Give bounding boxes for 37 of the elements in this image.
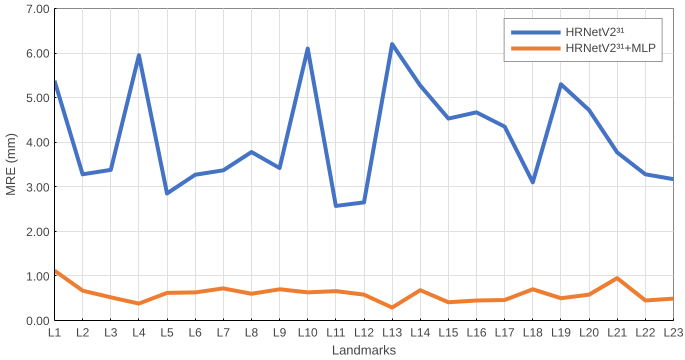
y-tick-label: 1.00 (26, 269, 50, 284)
x-tick-label: L9 (272, 326, 287, 340)
x-tick-label: L4 (132, 326, 146, 340)
x-tick-label: L3 (104, 326, 118, 340)
x-tick-label: L19 (550, 326, 572, 340)
x-tick-label: L2 (76, 326, 90, 340)
y-tick-label: 2.00 (26, 224, 50, 239)
x-tick-label: L16 (466, 326, 487, 340)
x-tick-label: L14 (410, 326, 431, 340)
y-tick-label: 5.00 (26, 91, 50, 106)
line-series (54, 42, 674, 208)
y-tick-label: 6.00 (26, 46, 50, 61)
x-tick-label: L6 (188, 326, 202, 340)
x-tick-label: L1 (48, 326, 62, 340)
legend-label: HRNetV2³¹ (566, 25, 624, 39)
y-axis-title: MRE (mm) (3, 133, 18, 196)
y-tick-label: 4.00 (26, 136, 50, 150)
x-tick-label: L21 (607, 326, 628, 340)
x-tick-label: L10 (298, 326, 318, 340)
x-tick-label: L15 (438, 326, 459, 340)
x-tick-label: L20 (579, 326, 600, 340)
x-tick-label: L18 (522, 326, 544, 340)
y-tick-label: 3.00 (26, 180, 50, 194)
y-tick-label: 0.00 (26, 314, 50, 328)
x-tick-label: L5 (160, 326, 174, 340)
x-tick-label: L7 (216, 326, 230, 340)
x-axis-title: Landmarks (332, 342, 397, 358)
x-tick-label: L11 (326, 326, 346, 340)
x-tick-label: L23 (663, 326, 684, 340)
legend-label: HRNetV2³¹+MLP (566, 41, 656, 55)
x-tick-label: L22 (635, 326, 656, 340)
x-tick-label: L8 (244, 326, 258, 340)
line-series (54, 268, 674, 310)
x-tick-label: L13 (382, 326, 402, 340)
x-tick-label: L17 (494, 326, 516, 340)
x-tick-label: L12 (354, 326, 374, 340)
y-tick-label: 7.00 (26, 2, 50, 16)
